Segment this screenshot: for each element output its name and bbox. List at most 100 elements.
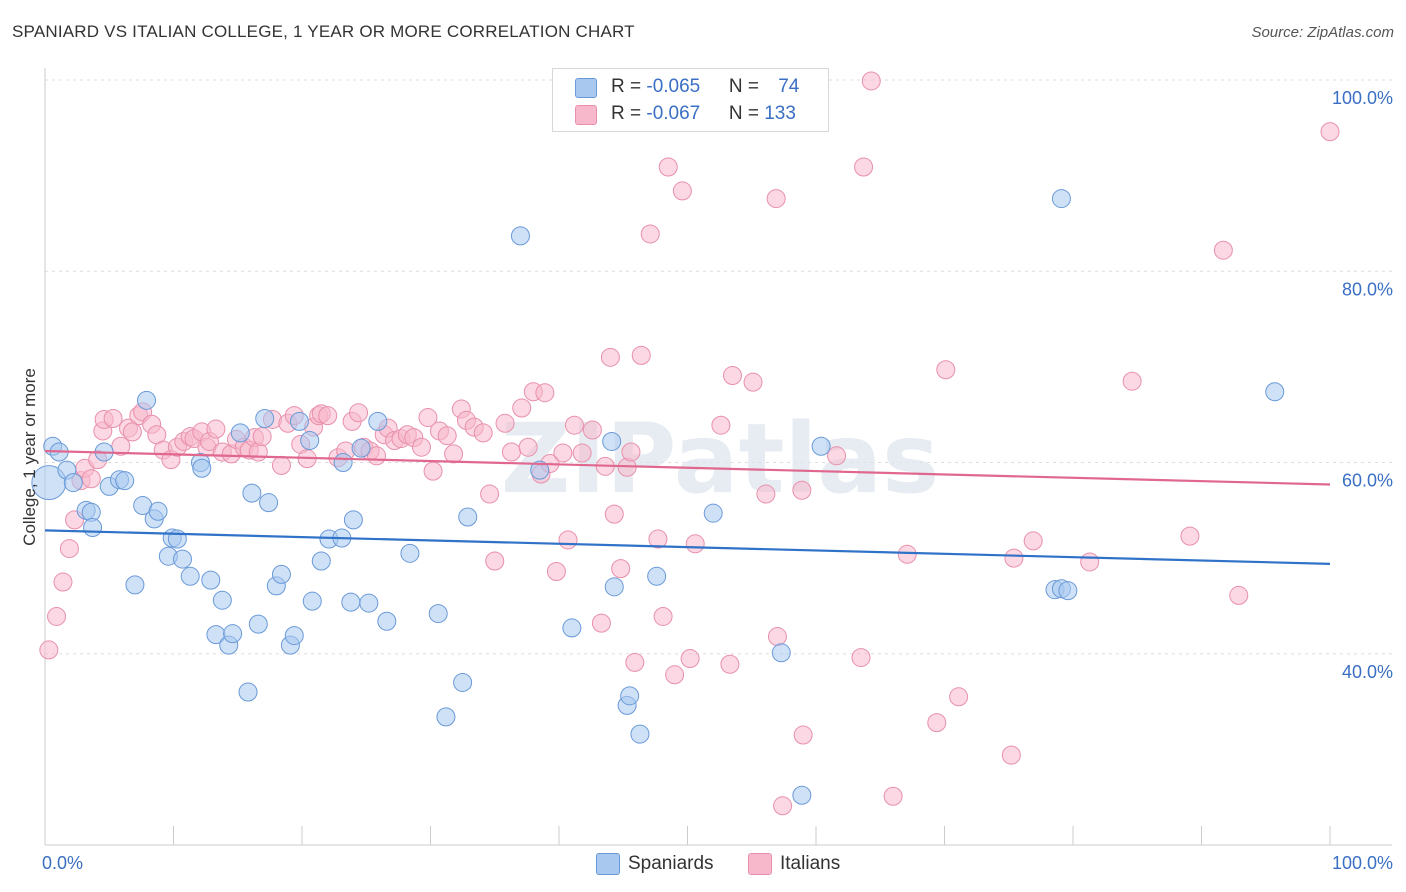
spaniards-point [811,436,831,456]
italians-legend-swatch [748,853,772,875]
italians-point [495,413,515,433]
spaniards-point [63,473,83,493]
chart-title: SPANIARD VS ITALIAN COLLEGE, 1 YEAR OR M… [12,22,635,41]
spaniards-point [212,590,232,610]
italians-point [1320,122,1340,142]
italians-point [927,713,947,733]
italians-point [111,436,131,456]
spaniards-point [238,682,258,702]
italians-point [444,444,464,464]
italians-point [252,427,272,447]
italians-point [412,437,432,457]
spaniards-point [300,431,320,451]
x-tick-label-max: 100.0% [1332,853,1393,873]
spaniards-point [703,503,723,523]
spaniards-trend-line [44,529,1331,565]
y-tick-label: 40.0% [1342,662,1393,682]
italians-point [625,652,645,672]
italians-point [756,484,776,504]
spaniards-legend-swatch [596,853,620,875]
spaniards-point [284,626,304,646]
spaniards-point [620,686,640,706]
trend-lines [44,449,1331,565]
spaniards-point [453,672,473,692]
italians-point [485,551,505,571]
italians-point [883,786,903,806]
y-tick-label: 100.0% [1332,88,1393,108]
italians-point [600,347,620,367]
italians-point [722,365,742,385]
spaniards-point [458,507,478,527]
spaniards-point [201,570,221,590]
italians-point [631,345,651,365]
spaniards-point [230,423,250,443]
spaniards-point [602,431,622,451]
italians-point [582,420,602,440]
spaniards-point [248,614,268,634]
italians-point [827,446,847,466]
italians-point [665,665,685,685]
italians-point [792,480,812,500]
italians-point [640,224,660,244]
italians-point [437,426,457,446]
spaniards-point [647,566,667,586]
italians-point [512,398,532,418]
spaniards-point [333,453,353,472]
source-label: Source: ZipAtlas.com [1251,24,1394,41]
italians-point [1213,240,1233,260]
spaniards-point [259,493,279,513]
spaniards-point [289,411,309,431]
italians-point [936,360,956,380]
italians-point [572,443,592,463]
grid [45,79,1392,655]
spaniards-swatch [575,78,597,98]
italians-point [766,189,786,209]
italians-trend-line [44,449,1331,486]
spaniards-point [428,604,448,624]
italians-point [1229,585,1249,605]
spaniards-point [630,724,650,744]
spaniards-point [368,411,388,431]
italians-point [271,455,291,475]
spaniards-point [223,624,243,644]
italians-point [711,415,731,435]
italians-point [861,71,881,91]
italians-point [591,613,611,633]
spaniards-point [400,543,420,563]
spaniards-point [530,460,550,480]
spaniards-point [436,707,456,727]
italians-swatch [575,105,597,125]
italians-point [611,559,631,579]
italians-point [473,423,493,443]
italians-point [480,484,500,504]
italians-point [1122,371,1142,391]
spaniards-point [83,518,103,538]
italians-point [122,422,142,442]
italians-point [743,372,763,392]
y-tick-label: 60.0% [1342,471,1393,491]
italians-point [851,648,871,668]
italians-point [685,534,705,554]
italians-point [546,562,566,582]
italians-point [418,408,438,428]
italians-point [767,627,787,647]
spaniards-point [562,618,582,638]
y-axis-label: College, 1 year or more [20,368,39,546]
spaniards-point [510,226,530,246]
italians-point [349,403,369,423]
italians-point [564,415,584,435]
tick-labels: 40.0% 60.0% 80.0% 100.0% 0.0% 100.0% [42,88,1393,873]
italians-point [1004,548,1024,568]
italians-point [1080,552,1100,572]
italians-point [103,409,123,429]
italians-point [59,539,79,559]
spaniards-point [1265,382,1285,402]
spaniards-point [302,591,322,611]
spaniards-point [1058,581,1078,601]
italians-point [423,461,443,481]
italians-point [648,529,668,549]
italians-point [680,649,700,669]
spaniards-point [137,390,157,410]
italians-point [318,406,338,426]
spaniards-point [604,577,624,597]
